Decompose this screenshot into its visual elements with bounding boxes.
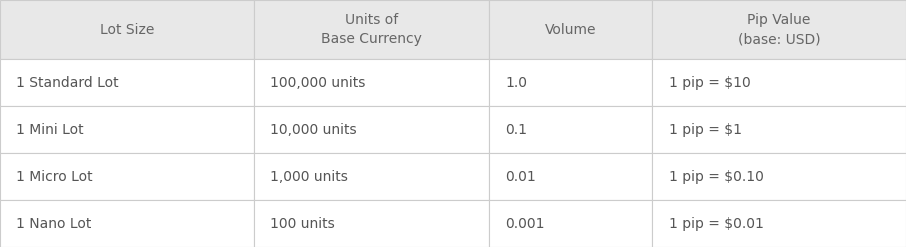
Text: Pip Value
(base: USD): Pip Value (base: USD) (737, 13, 821, 46)
Bar (652, 200, 906, 247)
Text: 1 pip = $0.01: 1 pip = $0.01 (669, 217, 764, 230)
Bar (254, 106, 489, 153)
Bar (489, 59, 652, 106)
Text: Lot Size: Lot Size (100, 23, 154, 37)
Text: Volume: Volume (545, 23, 596, 37)
Text: 1 Standard Lot: 1 Standard Lot (16, 76, 119, 90)
Bar (254, 0, 489, 59)
Bar (0, 106, 254, 153)
Text: 100,000 units: 100,000 units (270, 76, 365, 90)
Bar (652, 153, 906, 200)
Bar (489, 153, 652, 200)
Text: 1.0: 1.0 (506, 76, 527, 90)
Text: 1 pip = $0.10: 1 pip = $0.10 (669, 170, 764, 184)
Text: 1 Mini Lot: 1 Mini Lot (16, 123, 84, 137)
Bar (0, 0, 254, 59)
Text: 10,000 units: 10,000 units (270, 123, 357, 137)
Text: 0.01: 0.01 (506, 170, 536, 184)
Bar (489, 106, 652, 153)
Bar (0, 59, 254, 106)
Text: Units of
Base Currency: Units of Base Currency (321, 13, 422, 46)
Text: 1,000 units: 1,000 units (270, 170, 348, 184)
Bar (0, 153, 254, 200)
Text: 1 Micro Lot: 1 Micro Lot (16, 170, 93, 184)
Text: 1 Nano Lot: 1 Nano Lot (16, 217, 92, 230)
Bar (489, 0, 652, 59)
Bar (652, 106, 906, 153)
Text: 1 pip = $10: 1 pip = $10 (669, 76, 750, 90)
Text: 0.1: 0.1 (506, 123, 527, 137)
Text: 0.001: 0.001 (506, 217, 545, 230)
Bar (652, 59, 906, 106)
Bar (489, 200, 652, 247)
Text: 1 pip = $1: 1 pip = $1 (669, 123, 742, 137)
Bar (652, 0, 906, 59)
Bar (254, 153, 489, 200)
Text: 100 units: 100 units (270, 217, 334, 230)
Bar (254, 200, 489, 247)
Bar (0, 200, 254, 247)
Bar (254, 59, 489, 106)
